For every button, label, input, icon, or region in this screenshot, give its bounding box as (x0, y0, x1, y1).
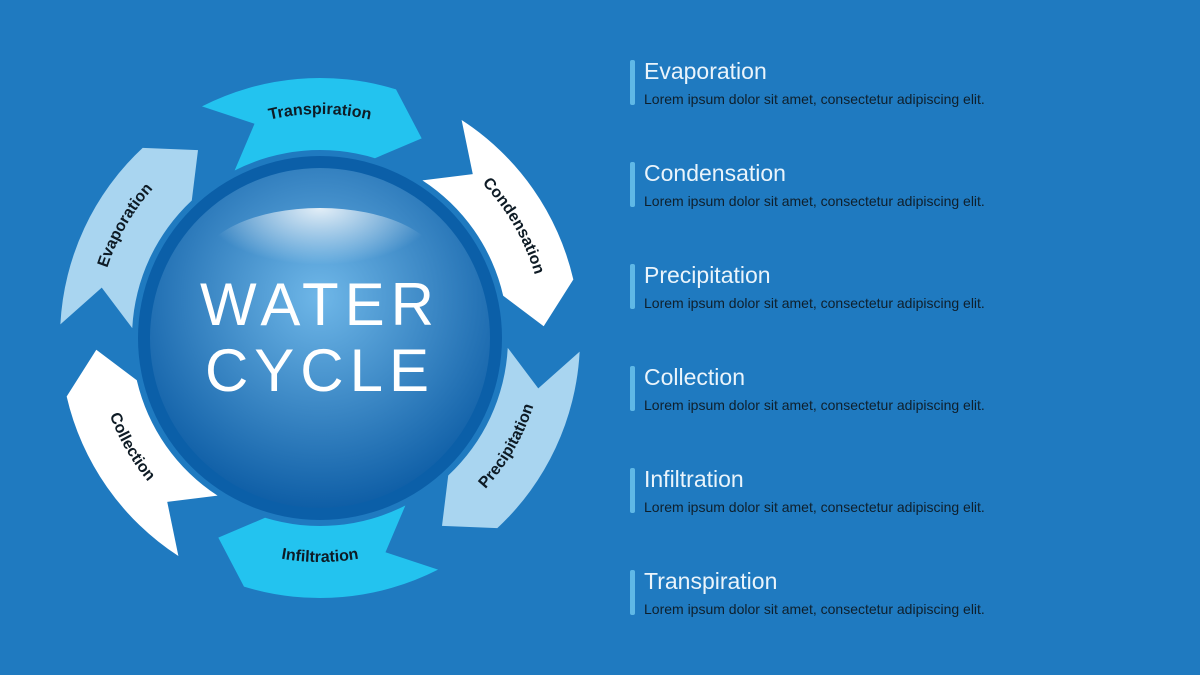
accent-bar (630, 162, 635, 207)
list-item: Infiltration Lorem ipsum dolor sit amet,… (630, 466, 1160, 515)
list-item-desc: Lorem ipsum dolor sit amet, consectetur … (644, 499, 1160, 515)
list-item-desc: Lorem ipsum dolor sit amet, consectetur … (644, 91, 1160, 107)
sphere-highlight (200, 208, 440, 324)
water-cycle-infographic: Transpiration Condensation Precipitation In… (0, 0, 1200, 675)
list-item-title: Transpiration (644, 568, 1160, 595)
list-item-title: Infiltration (644, 466, 1160, 493)
list-item-desc: Lorem ipsum dolor sit amet, consectetur … (644, 397, 1160, 413)
list-item-title: Condensation (644, 160, 1160, 187)
list-item: Evaporation Lorem ipsum dolor sit amet, … (630, 58, 1160, 107)
cycle-svg: TranspirationCondensationPrecipitationIn… (40, 58, 600, 618)
list-item: Transpiration Lorem ipsum dolor sit amet… (630, 568, 1160, 617)
list-item-title: Evaporation (644, 58, 1160, 85)
accent-bar (630, 60, 635, 105)
accent-bar (630, 366, 635, 411)
definitions-list: Evaporation Lorem ipsum dolor sit amet, … (600, 58, 1160, 618)
list-item-desc: Lorem ipsum dolor sit amet, consectetur … (644, 193, 1160, 209)
list-item-title: Precipitation (644, 262, 1160, 289)
list-item: Collection Lorem ipsum dolor sit amet, c… (630, 364, 1160, 413)
accent-bar (630, 264, 635, 309)
list-item: Condensation Lorem ipsum dolor sit amet,… (630, 160, 1160, 209)
list-item: Precipitation Lorem ipsum dolor sit amet… (630, 262, 1160, 311)
accent-bar (630, 570, 635, 615)
cycle-diagram: TranspirationCondensationPrecipitationIn… (40, 58, 600, 618)
list-item-desc: Lorem ipsum dolor sit amet, consectetur … (644, 295, 1160, 311)
accent-bar (630, 468, 635, 513)
list-item-desc: Lorem ipsum dolor sit amet, consectetur … (644, 601, 1160, 617)
list-item-title: Collection (644, 364, 1160, 391)
